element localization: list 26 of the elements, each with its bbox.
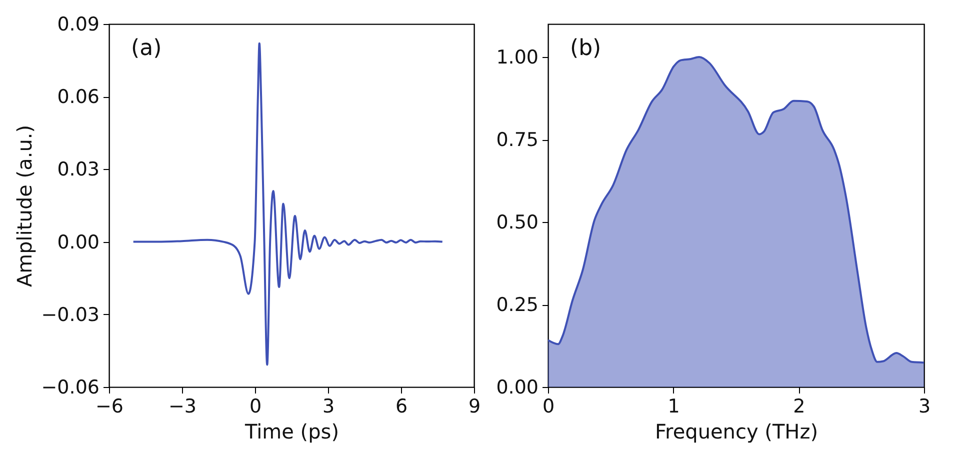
annotation: (a) <box>131 36 162 61</box>
y-tick-label: 0.25 <box>496 294 538 316</box>
y-tick-label: 0.75 <box>496 129 538 151</box>
y-tick-label: −0.06 <box>41 376 100 398</box>
x-axis-title: Time (ps) <box>244 420 340 444</box>
y-tick-label: −0.03 <box>41 304 100 326</box>
y-tick-label: 0.50 <box>496 212 538 234</box>
x-tick-label: 0 <box>542 396 555 418</box>
x-tick-label: 3 <box>322 396 335 418</box>
x-axis-title: Frequency (THz) <box>654 420 818 444</box>
x-tick-label: 0 <box>249 396 262 418</box>
x-tick-label: −3 <box>168 396 197 418</box>
y-tick-label: 0.00 <box>496 376 538 398</box>
y-tick-label: 0.00 <box>57 231 100 254</box>
x-tick-label: 9 <box>468 396 481 418</box>
x-tick-label: −6 <box>95 396 124 418</box>
y-tick-label: 0.09 <box>57 14 100 36</box>
x-tick-label: 2 <box>793 396 806 418</box>
y-tick-label: 0.06 <box>57 86 100 108</box>
annotation: (b) <box>570 36 602 61</box>
x-tick-label: 1 <box>668 396 680 418</box>
y-axis-title: Amplitude (a.u.) <box>12 124 36 288</box>
y-tick-label: 1.00 <box>496 46 538 68</box>
y-tick-label: 0.03 <box>57 158 100 181</box>
x-tick-label: 6 <box>395 396 408 418</box>
x-tick-label: 3 <box>918 396 931 418</box>
